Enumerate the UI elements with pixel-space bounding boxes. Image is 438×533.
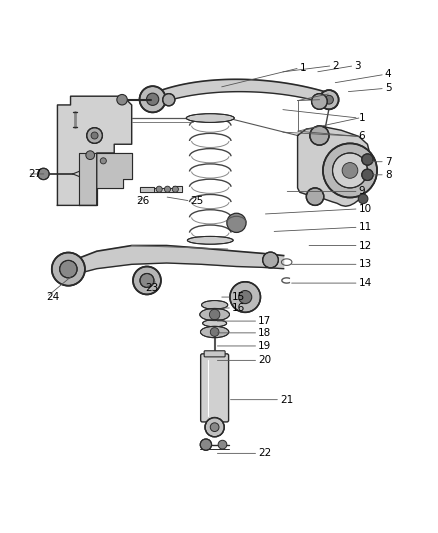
Polygon shape (68, 246, 284, 276)
Circle shape (209, 309, 220, 320)
FancyBboxPatch shape (201, 354, 229, 422)
Circle shape (325, 95, 333, 104)
Text: 22: 22 (258, 448, 272, 458)
Circle shape (319, 90, 339, 109)
Text: 4: 4 (385, 69, 392, 79)
Text: 20: 20 (258, 356, 272, 365)
Text: 24: 24 (46, 292, 60, 302)
Circle shape (87, 128, 102, 143)
Circle shape (362, 169, 373, 181)
Circle shape (210, 423, 219, 432)
Text: 1: 1 (359, 113, 365, 123)
Text: 8: 8 (385, 170, 392, 180)
Polygon shape (297, 127, 370, 206)
Circle shape (218, 440, 227, 449)
Polygon shape (153, 185, 182, 192)
Circle shape (323, 143, 377, 198)
Text: 21: 21 (280, 394, 293, 405)
Circle shape (362, 154, 373, 165)
Circle shape (210, 328, 219, 336)
Text: 11: 11 (359, 222, 372, 232)
Circle shape (162, 94, 175, 106)
Text: 19: 19 (258, 341, 272, 351)
Polygon shape (141, 187, 153, 192)
Circle shape (100, 158, 106, 164)
Circle shape (200, 439, 212, 450)
Polygon shape (79, 153, 132, 205)
Circle shape (239, 290, 252, 304)
Circle shape (263, 252, 279, 268)
Circle shape (311, 94, 327, 109)
Text: 12: 12 (359, 240, 372, 251)
Ellipse shape (201, 301, 228, 309)
Polygon shape (151, 79, 332, 104)
Circle shape (140, 86, 166, 112)
Circle shape (38, 168, 49, 180)
Circle shape (310, 126, 329, 145)
Text: 9: 9 (359, 187, 365, 196)
Text: 13: 13 (359, 260, 372, 269)
Text: 15: 15 (232, 292, 245, 302)
Circle shape (306, 188, 324, 205)
Circle shape (205, 417, 224, 437)
Text: 18: 18 (258, 328, 272, 338)
Text: 16: 16 (232, 303, 245, 313)
Circle shape (147, 93, 159, 106)
Circle shape (358, 194, 368, 204)
Text: 25: 25 (191, 196, 204, 206)
Text: 5: 5 (385, 83, 392, 93)
Text: 7: 7 (385, 157, 392, 167)
FancyBboxPatch shape (204, 351, 225, 357)
Circle shape (172, 186, 178, 192)
Text: 10: 10 (359, 204, 372, 214)
Circle shape (60, 261, 77, 278)
Circle shape (91, 132, 98, 139)
Circle shape (156, 186, 162, 192)
Circle shape (133, 266, 161, 294)
Ellipse shape (200, 309, 230, 321)
Text: 3: 3 (354, 61, 361, 71)
Text: 6: 6 (359, 132, 365, 141)
Circle shape (86, 151, 95, 159)
Circle shape (342, 163, 358, 179)
Ellipse shape (203, 320, 226, 327)
Ellipse shape (186, 114, 234, 123)
Text: 26: 26 (136, 196, 149, 206)
Circle shape (227, 213, 246, 232)
Circle shape (117, 94, 127, 105)
Text: 23: 23 (145, 284, 158, 293)
Text: 17: 17 (258, 316, 272, 326)
Circle shape (140, 273, 154, 287)
Ellipse shape (201, 326, 229, 338)
Circle shape (164, 186, 170, 192)
Circle shape (332, 153, 367, 188)
Text: 14: 14 (359, 278, 372, 288)
Polygon shape (57, 96, 132, 205)
Text: 2: 2 (332, 61, 339, 71)
Ellipse shape (187, 236, 233, 244)
Circle shape (52, 253, 85, 286)
Text: 1: 1 (300, 63, 307, 73)
Text: 27: 27 (28, 169, 41, 179)
Circle shape (230, 282, 261, 312)
